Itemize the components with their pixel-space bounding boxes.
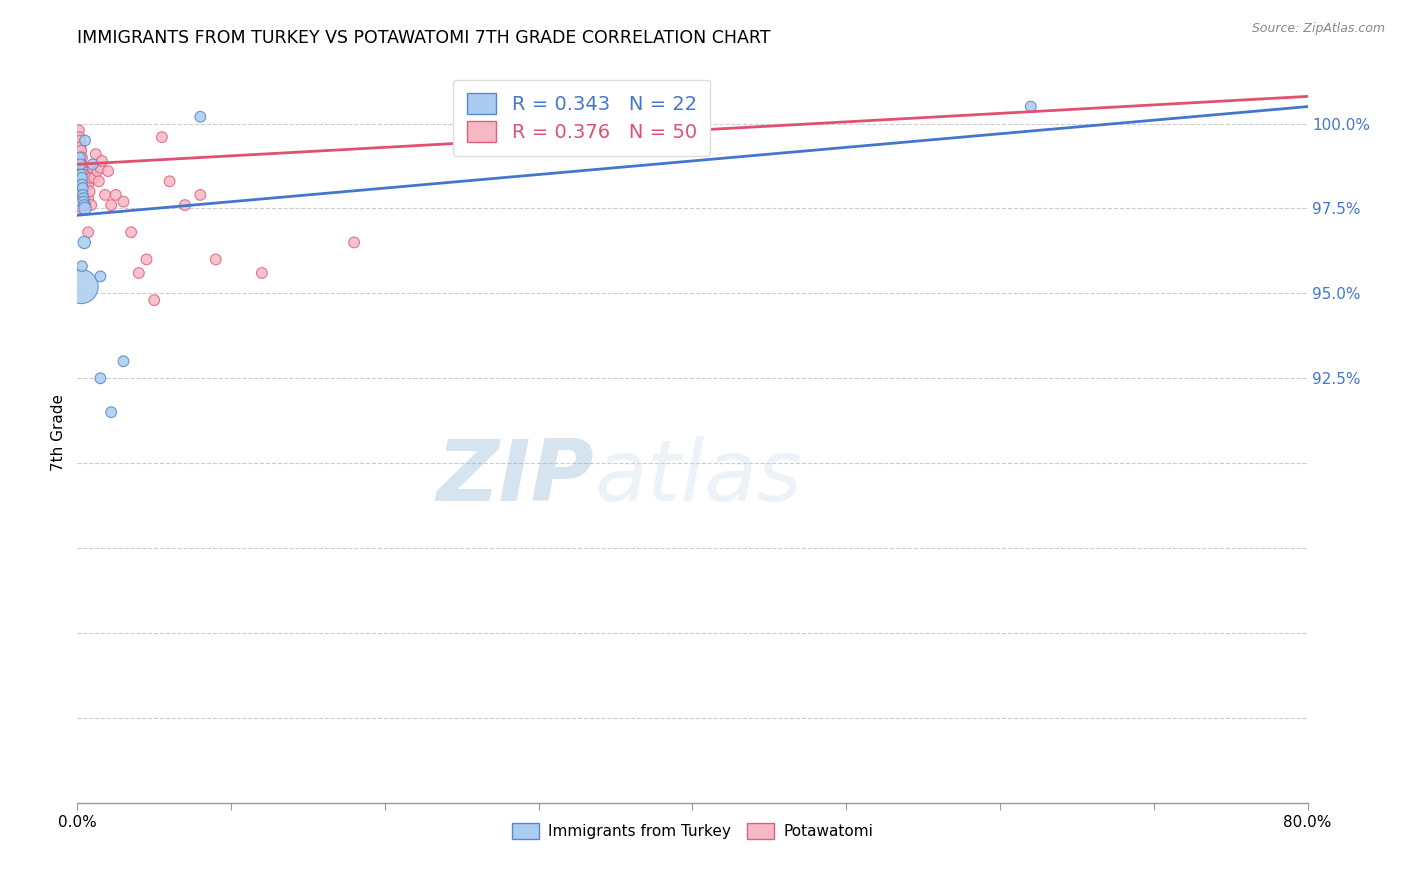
Y-axis label: 7th Grade: 7th Grade	[51, 394, 66, 471]
Text: IMMIGRANTS FROM TURKEY VS POTAWATOMI 7TH GRADE CORRELATION CHART: IMMIGRANTS FROM TURKEY VS POTAWATOMI 7TH…	[77, 29, 770, 47]
Point	[76, 174, 98, 188]
Point	[72, 181, 94, 195]
Point	[72, 168, 94, 182]
Point	[97, 164, 120, 178]
Text: atlas: atlas	[595, 435, 801, 518]
Point	[70, 170, 93, 185]
Point	[72, 164, 94, 178]
Point	[69, 151, 91, 165]
Point	[76, 194, 98, 209]
Point	[73, 178, 96, 192]
Point	[104, 187, 127, 202]
Point	[89, 371, 111, 385]
Point	[174, 198, 197, 212]
Point	[159, 174, 181, 188]
Point	[73, 235, 96, 250]
Point	[77, 178, 100, 192]
Point	[69, 187, 91, 202]
Point	[70, 151, 93, 165]
Point	[1019, 99, 1042, 113]
Point	[69, 130, 91, 145]
Point	[82, 161, 104, 175]
Point	[73, 191, 96, 205]
Point	[120, 225, 142, 239]
Point	[70, 157, 93, 171]
Point	[77, 225, 100, 239]
Point	[72, 191, 94, 205]
Point	[188, 110, 212, 124]
Point	[89, 161, 111, 175]
Point	[73, 202, 96, 216]
Point	[143, 293, 166, 308]
Point	[73, 134, 96, 148]
Point	[70, 178, 93, 192]
Point	[94, 187, 117, 202]
Point	[72, 194, 94, 209]
Point	[70, 259, 93, 273]
Point	[112, 354, 135, 368]
Point	[86, 164, 108, 178]
Point	[250, 266, 273, 280]
Point	[87, 174, 110, 188]
Point	[70, 202, 93, 216]
Point	[72, 168, 94, 182]
Point	[79, 185, 101, 199]
Point	[90, 153, 114, 168]
Point	[112, 194, 135, 209]
Point	[70, 168, 93, 182]
Point	[80, 198, 103, 212]
Point	[188, 187, 212, 202]
Text: Source: ZipAtlas.com: Source: ZipAtlas.com	[1251, 22, 1385, 36]
Point	[69, 140, 91, 154]
Point	[80, 170, 103, 185]
Point	[82, 157, 104, 171]
Point	[343, 235, 366, 250]
Point	[204, 252, 226, 267]
Point	[69, 157, 91, 171]
Point	[89, 269, 111, 284]
Point	[73, 181, 96, 195]
Point	[135, 252, 157, 267]
Point	[73, 198, 96, 212]
Point	[83, 170, 105, 185]
Point	[84, 147, 107, 161]
Point	[70, 279, 93, 293]
Point	[150, 130, 173, 145]
Point	[73, 187, 96, 202]
Legend: Immigrants from Turkey, Potawatomi: Immigrants from Turkey, Potawatomi	[502, 814, 883, 848]
Point	[72, 187, 94, 202]
Point	[67, 123, 90, 137]
Point	[72, 178, 94, 192]
Point	[77, 191, 100, 205]
Point	[73, 198, 96, 212]
Point	[70, 151, 93, 165]
Point	[70, 144, 93, 158]
Text: ZIP: ZIP	[436, 435, 595, 518]
Point	[100, 198, 122, 212]
Point	[69, 134, 91, 148]
Point	[100, 405, 122, 419]
Point	[128, 266, 150, 280]
